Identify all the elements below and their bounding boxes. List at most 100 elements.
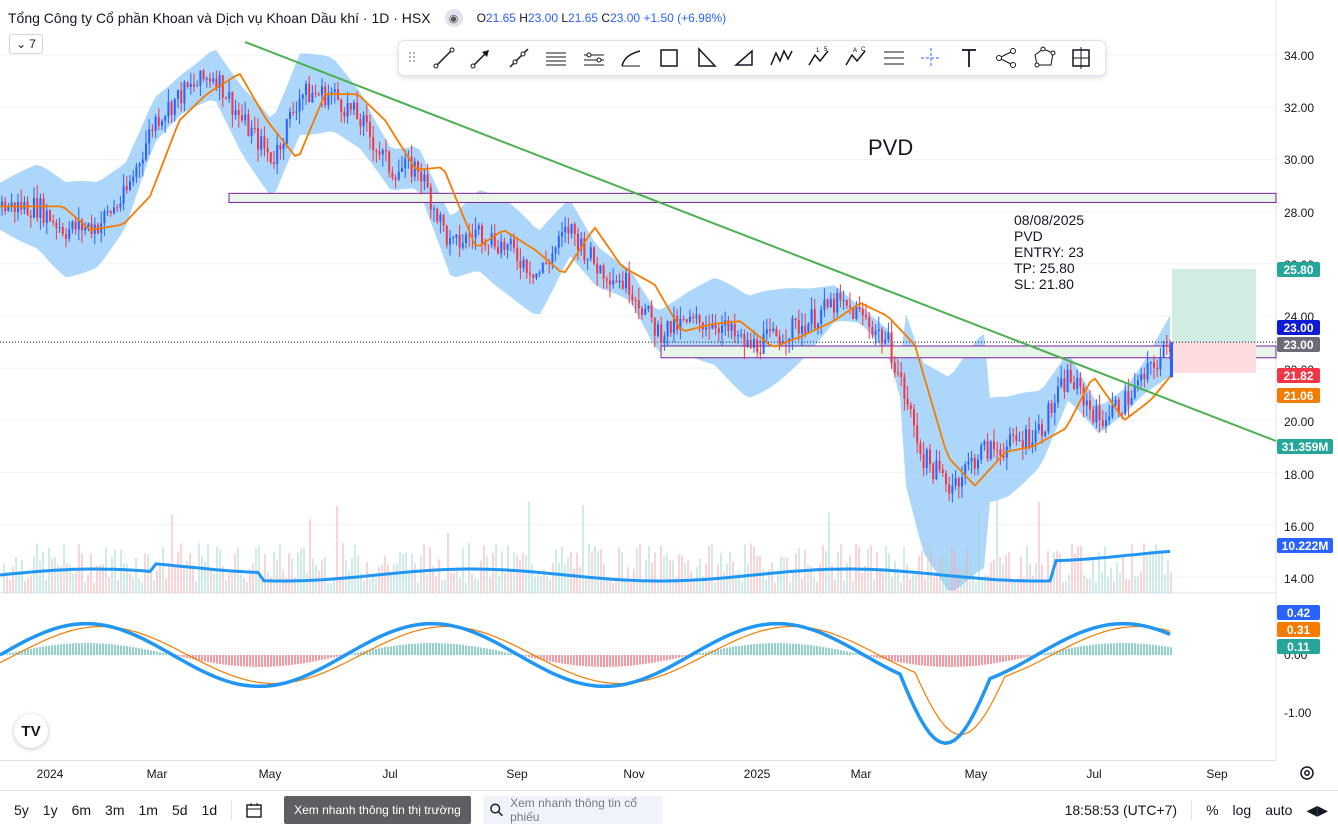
- candle-body: [941, 469, 944, 474]
- candle-body: [42, 198, 45, 223]
- candle-body: [1021, 440, 1024, 448]
- time-axis-label: 2024: [36, 767, 64, 781]
- candle-body: [522, 259, 525, 269]
- candle-body: [1047, 403, 1050, 432]
- gear-icon[interactable]: [1298, 764, 1316, 782]
- candle-body: [439, 214, 442, 222]
- range-1y-button[interactable]: 1y: [42, 801, 58, 818]
- candle-body: [865, 315, 867, 318]
- range-3m-button[interactable]: 3m: [105, 801, 125, 818]
- candle-body: [733, 323, 736, 337]
- candle-body: [269, 152, 272, 163]
- range-6m-button[interactable]: 6m: [71, 801, 92, 818]
- range-1d-button[interactable]: 1d: [201, 801, 218, 818]
- candle-body: [535, 273, 538, 278]
- regression-icon[interactable]: [575, 43, 613, 73]
- arrow-icon[interactable]: [463, 43, 501, 73]
- scroll-arrows-icon[interactable]: ◀▶: [1306, 801, 1328, 818]
- tradingview-logo-icon[interactable]: TV: [14, 714, 48, 748]
- triangle-icon[interactable]: [688, 43, 726, 73]
- candle-body: [919, 443, 922, 454]
- share-icon[interactable]: [988, 43, 1026, 73]
- candle-body: [157, 116, 160, 126]
- chevron-down-icon: ⌄: [16, 37, 27, 51]
- candle-body: [477, 225, 480, 230]
- drag-handle-icon[interactable]: ⠿: [406, 49, 418, 66]
- elliott-wave-icon[interactable]: [763, 43, 801, 73]
- long-position-icon[interactable]: [1063, 43, 1101, 73]
- candle-body: [1060, 378, 1063, 387]
- auto-scale-button[interactable]: auto: [1265, 802, 1293, 818]
- range-1m-button[interactable]: 1m: [138, 801, 158, 818]
- market-quick-view-button[interactable]: Xem nhanh thông tin thị trường: [284, 795, 471, 824]
- trend-line-icon[interactable]: [425, 43, 463, 73]
- volume-ma-tag: 31.359M: [1277, 439, 1333, 454]
- brush-icon[interactable]: [613, 43, 651, 73]
- time-axis-label: Jul: [382, 767, 398, 781]
- candle-body: [340, 99, 343, 112]
- range-5y-button[interactable]: 5y: [14, 801, 29, 818]
- path-icon[interactable]: [725, 43, 763, 73]
- price-chart[interactable]: [0, 0, 1338, 760]
- candle-body: [449, 238, 451, 245]
- candle-body: [330, 91, 333, 95]
- ray-icon[interactable]: [500, 43, 538, 73]
- bottom-right-controls: 18:58:53 (UTC+7) % log auto ◀▶: [1065, 791, 1338, 829]
- parallel-channel-icon[interactable]: [538, 43, 576, 73]
- candle-body: [247, 114, 250, 136]
- symbol-annotation[interactable]: PVD: [868, 135, 914, 160]
- candle-body: [781, 340, 784, 344]
- candle-body: [596, 263, 599, 274]
- candle-body: [375, 150, 378, 152]
- candle-body: [1140, 373, 1143, 381]
- candle-body: [298, 98, 301, 112]
- candle-body: [164, 116, 167, 121]
- candle-body: [285, 119, 288, 144]
- candle-body: [263, 136, 266, 149]
- osc-signal-line: [0, 625, 1171, 736]
- stock-quick-view-search[interactable]: Xem nhanh thông tin cổ phiếu: [482, 795, 663, 824]
- candle-body: [445, 225, 448, 245]
- rectangle-icon[interactable]: [650, 43, 688, 73]
- crosshair-icon[interactable]: [913, 43, 951, 73]
- change-value: +1.50 (+6.98%): [643, 11, 727, 25]
- chart-area[interactable]: Tổng Công ty Cổ phần Khoan và Dịch vụ Kh…: [0, 0, 1338, 790]
- candle-body: [225, 97, 227, 99]
- candle-body: [279, 144, 282, 150]
- candle-body: [36, 197, 39, 218]
- pattern-icon[interactable]: [1025, 43, 1063, 73]
- candle-body: [548, 262, 551, 264]
- candle-body: [170, 101, 173, 115]
- fib-retracement-icon[interactable]: [875, 43, 913, 73]
- candle-body: [519, 260, 522, 269]
- candle-body: [327, 94, 330, 106]
- candle-body: [113, 207, 115, 214]
- text-icon[interactable]: [950, 43, 988, 73]
- time-axis[interactable]: 2024 Mar May Jul Sep Nov 2025 Mar May Ju…: [0, 760, 1276, 787]
- candle-body: [253, 128, 256, 130]
- candle-body: [308, 83, 311, 103]
- candle-body: [250, 128, 253, 136]
- log-scale-button[interactable]: log: [1232, 802, 1252, 818]
- indicators-toggle-button[interactable]: ⌄ 7: [9, 34, 43, 54]
- candle-body: [333, 89, 336, 92]
- candle-body: [900, 372, 903, 377]
- range-5d-button[interactable]: 5d: [171, 801, 188, 818]
- candle-body: [1041, 423, 1043, 437]
- percent-scale-button[interactable]: %: [1206, 802, 1219, 818]
- trade-note[interactable]: 08/08/2025 PVD ENTRY: 23 TP: 25.80 SL: 2…: [1014, 212, 1084, 292]
- candle-body: [1015, 435, 1018, 441]
- candle-body: [458, 234, 461, 248]
- calendar-goto-icon[interactable]: [244, 800, 264, 820]
- candle-body: [906, 398, 909, 405]
- candle-body: [954, 478, 957, 486]
- candle-body: [26, 201, 29, 216]
- candle-body: [628, 273, 631, 295]
- time-axis-label: Jul: [1086, 767, 1102, 781]
- candle-body: [205, 78, 208, 80]
- eye-icon[interactable]: ◉: [444, 9, 463, 27]
- candle-body: [807, 323, 810, 334]
- candle-body: [551, 253, 554, 263]
